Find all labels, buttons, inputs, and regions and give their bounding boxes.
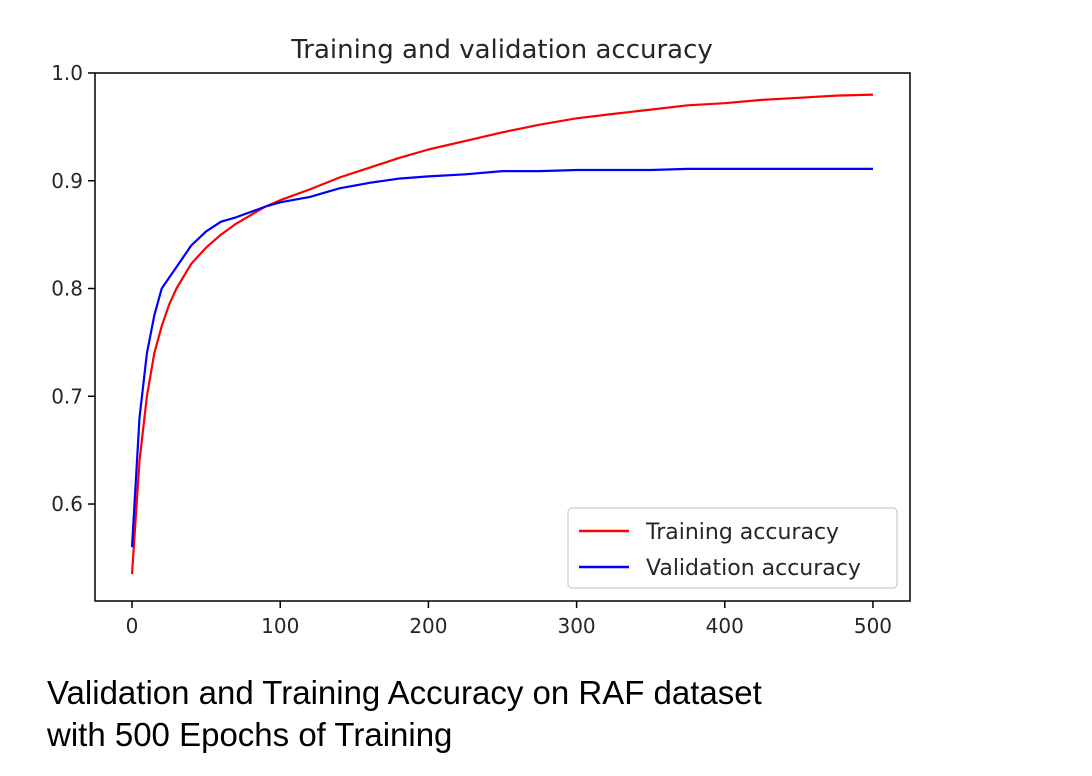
legend-box [567,507,898,589]
x-tick-label: 200 [409,614,447,638]
x-tick-label: 0 [126,614,139,638]
y-tick-label: 0.6 [51,492,83,516]
caption-line-1: Validation and Training Accuracy on RAF … [47,674,762,711]
y-tick-label: 0.8 [51,277,83,301]
x-tick-label: 500 [854,614,892,638]
x-tick-label: 100 [261,614,299,638]
caption-line-2: with 500 Epochs of Training [47,716,453,753]
plot-frame [94,72,911,602]
series-line-validation [130,167,873,548]
accuracy-chart: Training and validation accuracy 0 100 200… [51,35,911,638]
x-tick-label: 400 [706,614,744,638]
y-tick-label: 1.0 [51,61,83,85]
chart-title: Training and validation accuracy [290,35,713,65]
plot-lines [130,93,874,575]
legend: Training accuracy Validation accuracy [567,507,898,589]
y-tick-label: 0.7 [51,384,83,408]
y-tick-label: 0.9 [51,169,83,193]
figure-caption: Validation and Training Accuracy on RAF … [47,672,1047,756]
x-tick-label: 300 [557,614,595,638]
series-line-training [130,93,874,575]
y-axis: 0.6 0.7 0.8 0.9 1.0 [51,61,95,516]
x-axis: 0 100 200 300 400 500 [126,601,892,638]
legend-label: Validation accuracy [646,556,861,581]
legend-label: Training accuracy [645,520,839,545]
